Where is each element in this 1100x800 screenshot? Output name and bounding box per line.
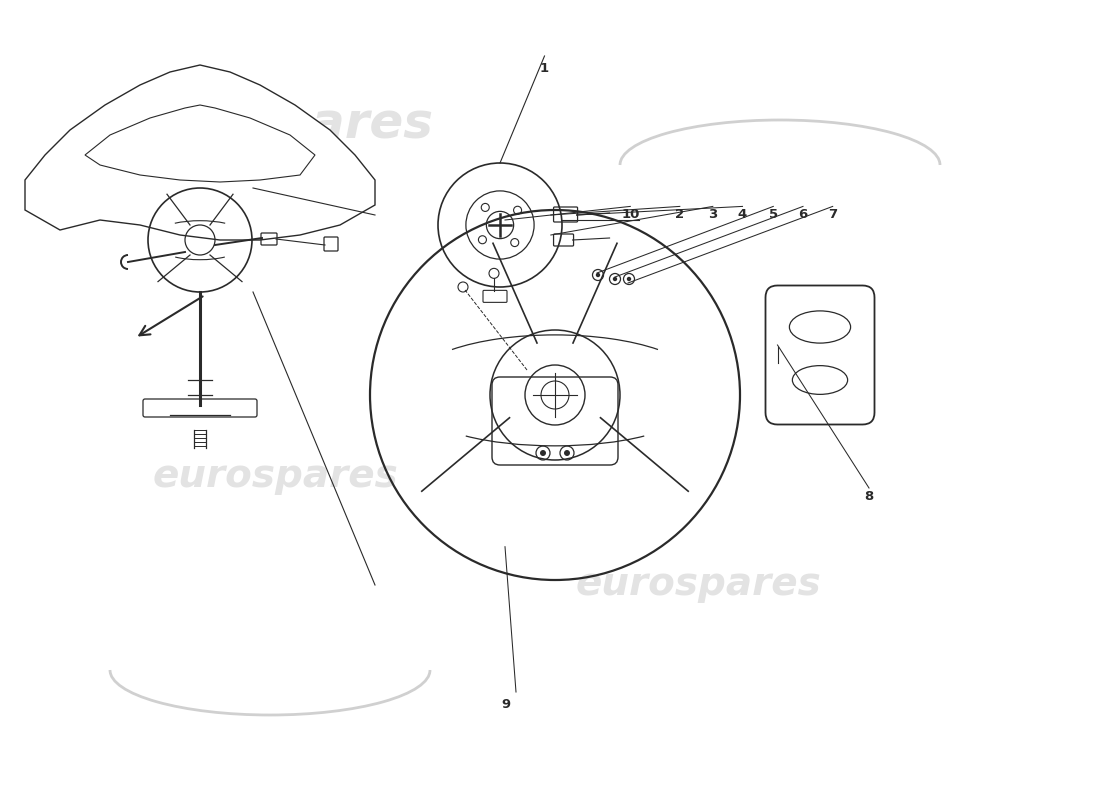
Text: 3: 3 [708,208,717,221]
Circle shape [564,450,570,456]
Text: 8: 8 [865,490,873,502]
Circle shape [627,277,631,282]
Polygon shape [85,105,315,182]
Text: 6: 6 [799,208,807,221]
Text: 7: 7 [828,208,837,221]
Text: eurospares: eurospares [117,100,433,148]
Text: 5: 5 [769,208,778,221]
Text: 10: 10 [621,208,639,221]
Polygon shape [25,65,375,240]
Text: 2: 2 [675,208,684,221]
Text: eurospares: eurospares [575,565,822,603]
Circle shape [613,277,617,282]
Circle shape [540,450,546,456]
Text: eurospares: eurospares [152,457,398,495]
Circle shape [596,273,601,278]
Text: 4: 4 [738,208,747,221]
Text: 1: 1 [540,62,549,74]
Text: 9: 9 [502,698,510,710]
